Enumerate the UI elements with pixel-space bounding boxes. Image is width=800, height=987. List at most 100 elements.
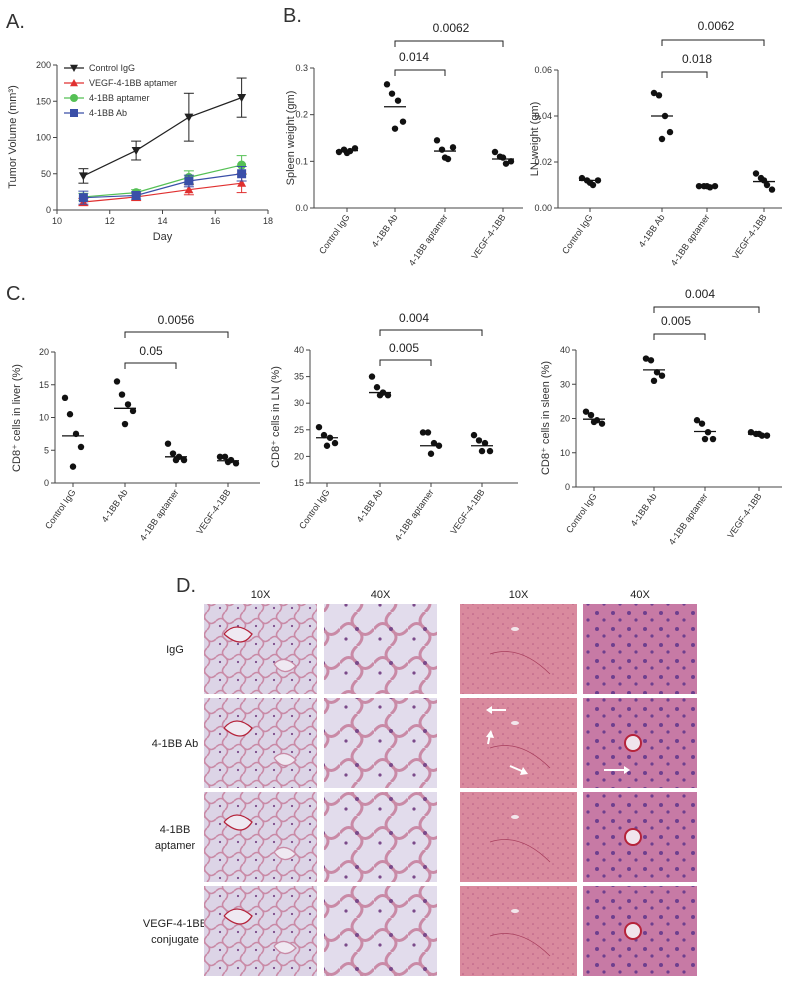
data-point [507,158,515,165]
histology-panel: 10X 40X 10X 40X IgG 4-1BB Ab 4-1BB aptamer VEGF-… [143,589,697,976]
series-line [83,164,242,198]
data-point [180,456,188,464]
panel-label-b: B. [283,5,302,27]
data-point [666,128,674,136]
data-point [77,443,85,451]
y-tick-label: 0 [44,478,49,488]
liver-vessel [511,721,519,725]
histology-image [204,604,317,694]
data-point [368,373,376,380]
data-point [430,439,438,447]
series-0: Control IgG [64,63,247,184]
data-point [655,92,663,99]
histology-image [204,698,317,788]
airway [273,658,297,673]
chart-b2: 0.00 0.02 0.04 0.06 LN weight (gm) Control Ig… [529,19,782,268]
p-value-label: 0.0056 [158,313,195,327]
x-tick-label: 4-1BB aptamer [669,212,712,267]
data-point [763,181,771,189]
y-tick-label: 150 [36,96,51,106]
data-point [343,149,351,157]
data-point [232,460,240,467]
data-point [129,407,137,415]
airway [223,720,253,737]
y-tick-label: 0.04 [534,111,552,121]
chart-a: 10 12 14 16 18 0 50 100 150 200 Day Tumor Volume (m… [7,60,273,243]
tissue-texture [324,792,437,882]
y-tick-label: 40 [560,345,570,355]
data-point [78,193,88,203]
p-value-label: 0.004 [399,311,429,325]
data-point [391,125,399,132]
data-point [693,417,701,424]
data-point [70,64,78,72]
x-axis-label: Day [153,231,173,243]
data-point [113,378,121,385]
data-point [491,148,499,156]
data-point [351,145,359,152]
y-tick-label: 15 [39,380,49,390]
data-point [184,176,194,186]
data-point [578,174,586,182]
y-axis-label: CD8⁺ cells in sleen (%) [540,361,552,475]
arrow-head [486,730,494,738]
data-point [650,377,658,385]
airway [273,752,297,767]
p-value-label: 0.005 [661,314,691,328]
y-tick-label: 100 [36,133,51,143]
data-point [642,355,650,362]
liver-vessel-trace [489,651,551,675]
data-point [419,429,427,436]
p-value-label: 0.018 [682,52,712,66]
data-point [586,179,594,186]
y-tick-label: 200 [36,60,51,70]
data-point [709,435,717,443]
airway [273,846,297,861]
y-tick-label: 0 [565,482,570,492]
data-point [433,137,441,144]
y-axis-label: LN weight (gm) [529,102,541,177]
panel-label-a: A. [6,11,25,33]
central-vein [624,922,642,940]
data-point [763,432,771,439]
data-point [760,177,768,184]
airway [223,626,253,643]
significance-bracket [394,69,446,76]
chart-b1: 0.0 0.1 0.2 0.3 Spleen weight (gm) Control Ig… [285,21,523,268]
y-tick-label: 30 [294,398,304,408]
data-point [399,118,407,125]
data-point [237,169,247,179]
data-point [424,429,432,436]
x-tick-label: VEGF-4-1BB [725,491,763,540]
histology-image [583,604,697,694]
legend-label: Control IgG [89,63,135,73]
data-point [78,172,88,181]
data-point [486,447,494,455]
legend-label: 4-1BB aptamer [89,93,150,103]
tissue-texture [460,886,577,976]
data-point [590,418,598,426]
data-point [131,146,141,156]
data-point [704,429,712,436]
data-point [427,450,435,457]
airway [273,940,297,955]
row-label: IgG [166,644,184,656]
row-label: 4-1BB Ab [152,738,198,750]
y-axis-label: CD8⁺ cells in liver (%) [11,364,23,472]
x-tick-label: 10 [52,216,62,226]
y-tick-label: 0.06 [534,65,552,75]
data-point [131,191,141,200]
p-value-label: 0.0062 [698,19,735,33]
x-tick-label: VEGF-4-1BB [448,487,486,536]
histology-image [583,886,697,976]
histology-image [583,792,697,882]
data-point [388,90,396,97]
tissue-texture [324,604,437,694]
significance-bracket [661,71,708,78]
data-point [441,154,449,161]
series-line [83,173,242,199]
x-tick-label: VEGF-4-1BB [469,212,507,261]
data-point [647,357,655,364]
row-label: VEGF-4-1BB [143,918,207,930]
data-point [376,392,384,399]
